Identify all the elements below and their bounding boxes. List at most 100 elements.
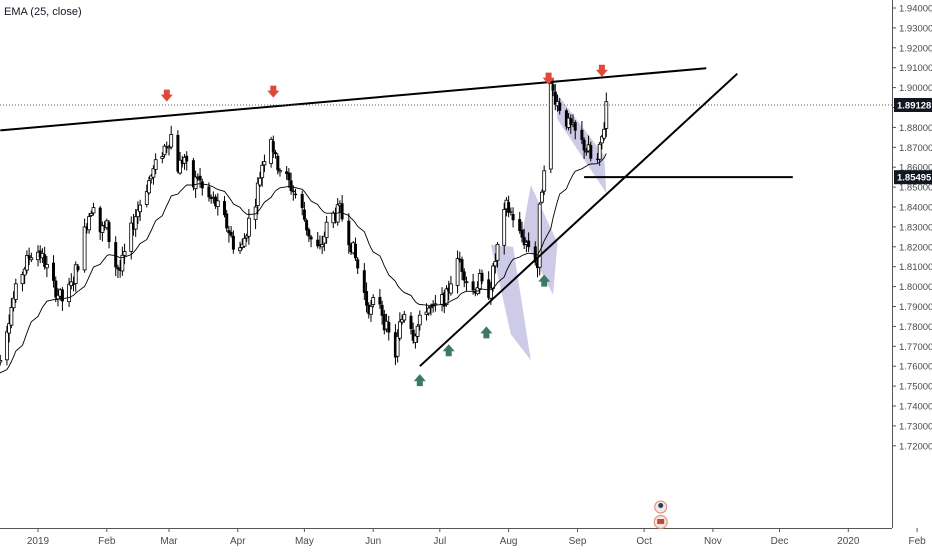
candle-down (511, 214, 515, 221)
candle-down (533, 246, 537, 263)
ema-layer (0, 153, 607, 374)
candle-up (255, 182, 260, 207)
arrow-up-icon (480, 326, 493, 339)
candle-up (29, 257, 34, 261)
channel-layer (490, 91, 607, 361)
flag-icon (657, 519, 665, 524)
candle-up (129, 222, 134, 252)
y-tick-label: 1.92000 (899, 43, 932, 54)
candle-up (67, 283, 71, 303)
candle-up (488, 287, 493, 299)
y-tick-label: 1.76000 (899, 362, 932, 373)
candle-down (553, 91, 557, 105)
y-tick-label: 1.88000 (899, 123, 932, 134)
x-tick-label: 2019 (27, 536, 50, 547)
candle-up (151, 168, 156, 178)
y-tick-label: 1.82000 (899, 242, 932, 253)
candle-up (600, 136, 604, 144)
candle-down (209, 197, 213, 199)
candle-up (242, 237, 247, 247)
candle-down (527, 240, 531, 248)
candle-up (260, 164, 265, 179)
candle-down (276, 155, 280, 171)
x-tick-label: Apr (230, 536, 246, 547)
candle-down (207, 186, 211, 198)
candle-down (564, 110, 568, 127)
candle-up (597, 143, 602, 160)
price-tag (894, 98, 932, 112)
candle-down (229, 232, 233, 236)
candle-up (371, 297, 376, 305)
candle-down (380, 304, 384, 316)
candle-up (7, 323, 11, 334)
candle-down (85, 227, 89, 229)
candle-up (24, 255, 29, 271)
candle-down (274, 152, 277, 155)
candle-up (147, 180, 151, 194)
candle-up (395, 335, 400, 357)
y-tick-label: 1.94000 (899, 4, 932, 15)
candle-down (291, 190, 295, 193)
ema-line (0, 153, 607, 374)
candle-down (409, 315, 413, 329)
arrow-down-icon (160, 89, 173, 102)
candle-down (447, 287, 451, 292)
candle-up (11, 297, 16, 309)
candle-down (367, 304, 371, 315)
y-tick-label: 1.83000 (899, 222, 932, 233)
x-tick-label: Aug (500, 536, 518, 547)
candle-up (464, 281, 469, 284)
y-tick-label: 1.81000 (899, 262, 932, 273)
candle-down (185, 155, 189, 162)
candle-up (138, 204, 143, 213)
candle-up (491, 265, 496, 289)
candle-down (300, 194, 304, 208)
candle-down (362, 270, 366, 293)
candle-down (200, 181, 204, 189)
candle-up (135, 209, 140, 218)
candle-down (60, 289, 64, 302)
price-channel (555, 91, 607, 194)
x-tick-label: Feb (98, 536, 116, 547)
candle-up (133, 216, 138, 230)
candle-down (43, 254, 47, 267)
x-tick-label: Nov (704, 536, 722, 547)
candle-up (415, 325, 420, 337)
candle-down (365, 291, 369, 306)
candle-up (604, 101, 609, 129)
candle-up (258, 177, 262, 186)
trendline-layer (0, 67, 892, 367)
candle-down (522, 237, 526, 246)
candle-down (569, 118, 573, 125)
candle-down (487, 279, 491, 298)
candle-up (322, 235, 327, 244)
candle-up (20, 273, 25, 285)
candle-down (289, 180, 293, 191)
candle-down (271, 141, 275, 153)
candle-down (509, 211, 513, 213)
candle-up (73, 264, 78, 284)
arrow-up-icon (442, 344, 455, 357)
candle-up (162, 145, 167, 156)
candle-up (9, 306, 14, 326)
candle-down (27, 255, 31, 259)
candle-down (307, 229, 311, 237)
candle-down (354, 243, 357, 259)
candle-up (493, 260, 498, 267)
candle-down (309, 236, 313, 240)
candle-down (305, 220, 309, 231)
candle-up (178, 159, 183, 174)
candle-down (378, 296, 382, 305)
candle-down (225, 213, 229, 229)
candle-down (98, 207, 102, 233)
candle-up (444, 288, 449, 305)
candle-up (369, 305, 373, 315)
candle-down (460, 259, 464, 273)
indicator-label[interactable]: EMA (25, close) (4, 6, 82, 18)
candle-up (69, 281, 74, 286)
candle-up (602, 128, 606, 139)
candle-up (167, 146, 171, 149)
